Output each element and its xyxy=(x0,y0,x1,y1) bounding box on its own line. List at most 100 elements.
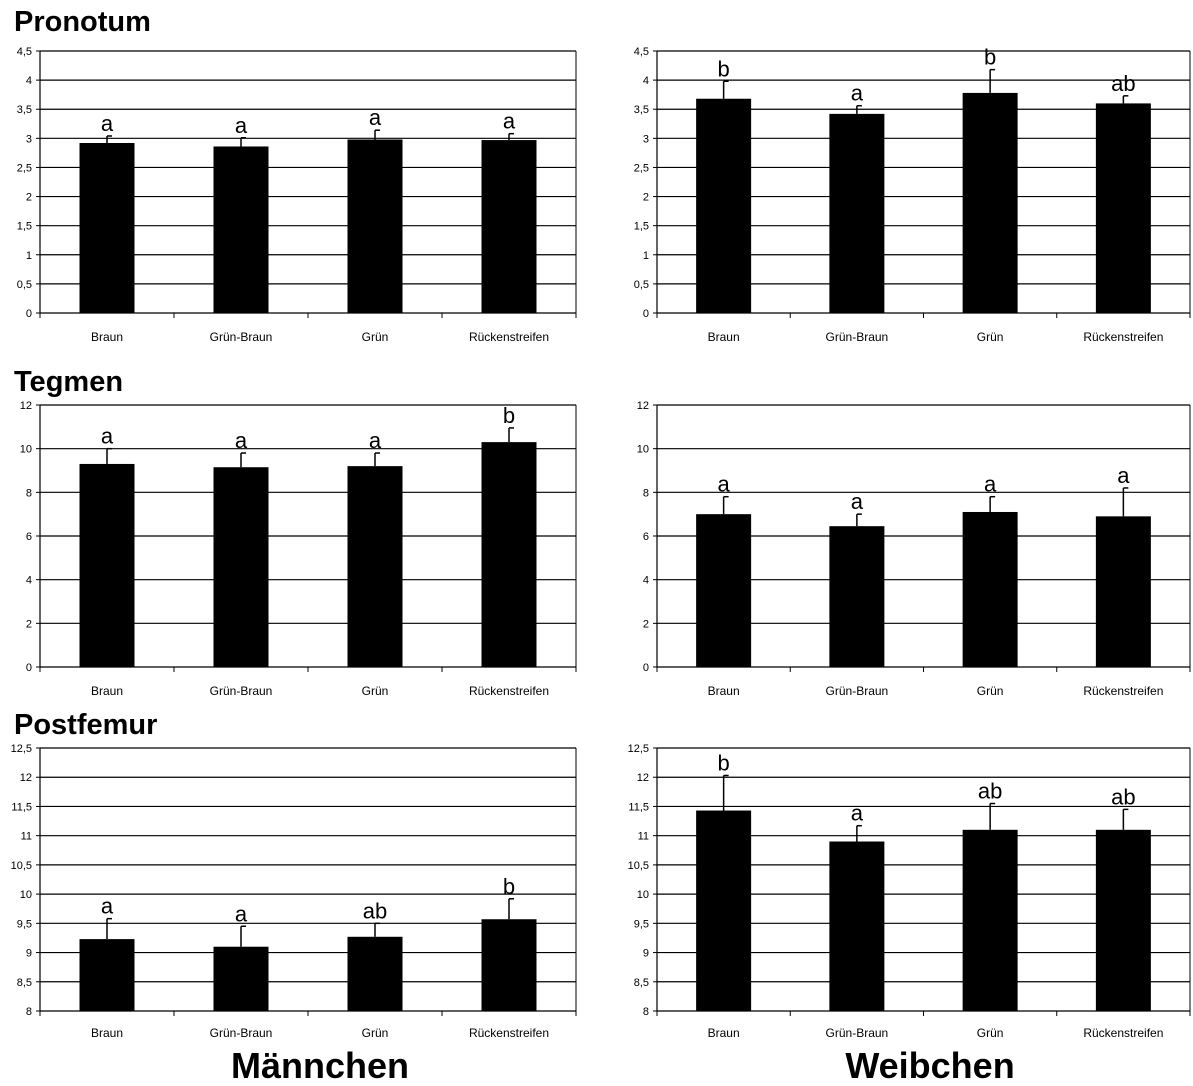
significance-label: b xyxy=(503,403,515,428)
y-tick-label: 6 xyxy=(26,531,32,543)
x-tick-label: Braun xyxy=(91,684,123,698)
x-tick-label: Rückenstreifen xyxy=(1083,330,1163,344)
y-tick-label: 8,5 xyxy=(17,977,32,989)
row-title-tegmen: Tegmen xyxy=(14,366,124,398)
y-tick-label: 9 xyxy=(26,948,32,960)
bar xyxy=(347,139,403,313)
y-tick-label: 9,5 xyxy=(634,918,649,930)
chart-6: 8 8,5 9 9,5 10 10,5 11 11,5 12 12,5 b Braun a Grün-Br… xyxy=(628,743,1191,1040)
y-tick-label: 0,5 xyxy=(17,279,32,291)
significance-label: a xyxy=(101,111,114,136)
bar xyxy=(829,841,885,1011)
x-tick-label: Braun xyxy=(708,1026,740,1040)
x-tick-label: Braun xyxy=(708,684,740,698)
bar xyxy=(696,98,752,314)
group-label-maennchen: Männchen xyxy=(230,1045,409,1086)
y-tick-label: 12 xyxy=(637,400,649,412)
y-tick-label: 0 xyxy=(26,662,32,674)
significance-label: a xyxy=(851,801,864,826)
significance-label: a xyxy=(369,105,382,130)
group-label-weibchen: Weibchen xyxy=(845,1045,1015,1086)
significance-label: a xyxy=(235,113,248,138)
y-tick-label: 10 xyxy=(637,444,649,456)
x-tick-label: Grün-Braun xyxy=(826,330,889,344)
bar xyxy=(213,946,269,1011)
bar xyxy=(79,939,135,1011)
significance-label: a xyxy=(718,472,731,497)
bar xyxy=(962,92,1018,313)
y-tick-label: 2 xyxy=(26,192,32,204)
significance-label: ab xyxy=(1111,784,1135,809)
y-tick-label: 11,5 xyxy=(628,801,649,813)
y-tick-label: 10 xyxy=(637,889,649,901)
bar xyxy=(213,146,269,313)
bar xyxy=(347,466,403,667)
y-tick-label: 3 xyxy=(26,133,32,145)
y-tick-label: 3,5 xyxy=(634,104,649,116)
significance-label: a xyxy=(984,472,997,497)
y-tick-label: 8 xyxy=(643,487,649,499)
y-tick-label: 4 xyxy=(643,575,649,587)
bar xyxy=(481,140,537,313)
significance-label: a xyxy=(851,489,864,514)
bar xyxy=(481,919,537,1011)
y-tick-label: 2 xyxy=(26,618,32,630)
y-tick-label: 2,5 xyxy=(17,162,32,174)
x-tick-label: Rückenstreifen xyxy=(1083,1026,1163,1040)
x-tick-label: Rückenstreifen xyxy=(469,1026,549,1040)
y-tick-label: 10 xyxy=(20,444,32,456)
x-tick-label: Grün xyxy=(977,684,1004,698)
bar xyxy=(481,442,537,667)
y-tick-label: 0 xyxy=(26,308,32,320)
x-tick-label: Grün-Braun xyxy=(210,1026,273,1040)
bar xyxy=(347,936,403,1011)
x-tick-label: Grün-Braun xyxy=(210,330,273,344)
y-tick-label: 12 xyxy=(20,772,32,784)
bar xyxy=(696,514,752,667)
y-tick-label: 10,5 xyxy=(628,860,649,872)
x-tick-label: Braun xyxy=(91,330,123,344)
significance-label: b xyxy=(984,45,996,70)
y-tick-label: 8,5 xyxy=(634,977,649,989)
bar xyxy=(1095,829,1151,1011)
y-tick-label: 1,5 xyxy=(17,221,32,233)
y-tick-label: 1 xyxy=(26,250,32,262)
significance-label: a xyxy=(851,81,864,106)
x-tick-label: Grün-Braun xyxy=(210,684,273,698)
bar xyxy=(213,467,269,667)
y-tick-label: 4 xyxy=(26,575,32,587)
bar xyxy=(1095,103,1151,314)
x-tick-label: Grün-Braun xyxy=(826,1026,889,1040)
y-tick-label: 9,5 xyxy=(17,918,32,930)
x-tick-label: Rückenstreifen xyxy=(469,684,549,698)
y-tick-label: 1 xyxy=(643,250,649,262)
y-tick-label: 12,5 xyxy=(11,743,32,755)
y-tick-label: 2 xyxy=(643,192,649,204)
significance-label: ab xyxy=(363,898,387,923)
y-tick-label: 3 xyxy=(643,133,649,145)
x-tick-label: Grün-Braun xyxy=(826,684,889,698)
y-tick-label: 11,5 xyxy=(11,801,32,813)
chart-3: 0 2 4 6 8 10 12 a Braun a Grün-Braun a Grün b Rückenst… xyxy=(20,400,577,698)
y-tick-label: 4,5 xyxy=(17,46,32,58)
bar xyxy=(962,829,1018,1011)
row-title-pronotum: Pronotum xyxy=(14,6,151,38)
bar xyxy=(962,511,1018,667)
significance-label: a xyxy=(101,894,114,919)
y-tick-label: 3,5 xyxy=(17,104,32,116)
bar xyxy=(829,113,885,313)
y-tick-label: 2 xyxy=(643,618,649,630)
x-tick-label: Grün xyxy=(362,684,389,698)
y-tick-label: 8 xyxy=(643,1006,649,1018)
chart-2: 0 0,5 1 1,5 2 2,5 3 3,5 4 4,5 b Braun a Grün-Braun b Gr… xyxy=(634,45,1191,344)
significance-label: a xyxy=(101,424,114,449)
significance-label: ab xyxy=(978,779,1002,804)
significance-label: a xyxy=(369,428,382,453)
x-tick-label: Grün xyxy=(977,1026,1004,1040)
x-tick-label: Grün xyxy=(362,330,389,344)
significance-label: b xyxy=(718,750,730,775)
y-tick-label: 4 xyxy=(26,75,32,87)
y-tick-label: 0 xyxy=(643,308,649,320)
y-tick-label: 0,5 xyxy=(634,279,649,291)
